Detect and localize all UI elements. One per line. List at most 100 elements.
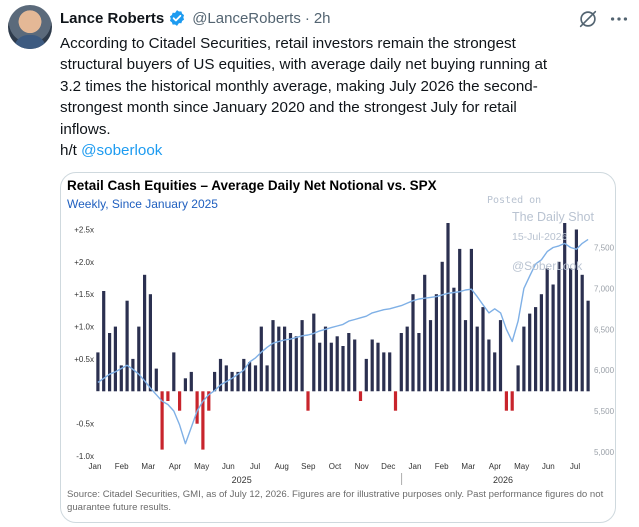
bar (405, 326, 409, 392)
bar (528, 313, 532, 392)
bar (108, 333, 112, 392)
bar (428, 320, 433, 392)
bar (557, 261, 561, 392)
bar (551, 284, 555, 392)
bar (504, 391, 508, 411)
watermark-date: 15-Jul-2026 (512, 231, 568, 243)
bar (388, 352, 392, 392)
hat-tip-line: h/t @soberlook (60, 140, 620, 161)
chart-title: Retail Cash Equities – Average Daily Net… (67, 178, 437, 193)
bar (522, 326, 526, 392)
x-axis-month-label: Mar (461, 462, 475, 471)
chart-subtitle: Weekly, Since January 2025 (67, 197, 218, 211)
bar (335, 336, 339, 392)
bar (516, 365, 520, 392)
x-axis-month-label: Jun (542, 462, 555, 471)
x-axis-month-label: Jan (89, 462, 102, 471)
bar (96, 352, 100, 392)
bar (119, 365, 123, 392)
x-axis-month-label: Nov (355, 462, 369, 471)
watermark-brand: The Daily Shot (512, 210, 594, 224)
bar (376, 342, 380, 392)
bar (137, 326, 141, 392)
y-axis-right-tick-label: 5,500 (594, 407, 615, 416)
more-icon[interactable] (608, 8, 630, 30)
bar (329, 342, 333, 392)
bar (131, 358, 135, 392)
chart-image-card[interactable]: +2.5x +2.0x +1.5x +1.0x +0.5x -0.5x -1.0x 7,500… (60, 172, 616, 523)
y-axis-left-tick-label: -1.0x (76, 452, 94, 461)
bar (580, 274, 584, 392)
x-axis-month-label: Aug (275, 462, 289, 471)
bar (341, 346, 345, 392)
bar (469, 248, 473, 392)
y-axis-right-tick-label: 6,500 (594, 325, 615, 334)
tweet-text-line: inflows. (60, 120, 111, 138)
bar (213, 371, 217, 392)
chart-svg: +2.5x +2.0x +1.5x +1.0x +0.5x -0.5x -1.0x 7,500… (74, 223, 615, 485)
bar (294, 336, 298, 392)
bar (248, 362, 252, 392)
bar (563, 223, 567, 392)
bar (253, 365, 258, 392)
x-axis-year-label: 2026 (493, 475, 513, 485)
bar (224, 365, 228, 392)
bar (411, 294, 415, 392)
bar (218, 358, 223, 392)
bar (423, 274, 427, 392)
x-axis-month-label: Jun (222, 462, 235, 471)
header-separator: · (304, 9, 310, 27)
x-axis-month-label: Jul (250, 462, 260, 471)
y-axis-left-tick-label: +0.5x (74, 355, 94, 364)
watermark-posted-on: Posted on (487, 195, 542, 206)
bar (364, 358, 368, 392)
bar (534, 307, 538, 392)
bar (539, 294, 543, 392)
bar (306, 391, 310, 411)
bar (201, 391, 205, 450)
y-axis-left-tick-label: -0.5x (76, 420, 94, 429)
bar (399, 333, 403, 392)
bar (452, 287, 456, 392)
bar (382, 352, 386, 392)
bar (236, 371, 240, 392)
bar (545, 268, 549, 392)
bar (446, 223, 450, 392)
y-axis-right-tick-label: 7,500 (594, 244, 615, 253)
tweet-header: Lance Roberts @LanceRoberts · 2h (60, 7, 331, 29)
y-axis-right-tick-label: 6,000 (594, 366, 615, 375)
bar (259, 326, 263, 392)
x-axis-month-label: Feb (435, 462, 449, 471)
x-axis-month-label: Dec (381, 462, 395, 471)
y-axis-left-tick-label: +1.0x (74, 323, 94, 332)
grok-icon[interactable] (577, 8, 599, 30)
x-axis-month-label: Apr (489, 462, 502, 471)
post-time[interactable]: 2h (313, 9, 331, 27)
bar (493, 352, 497, 392)
bar (323, 326, 328, 392)
tweet-text-line: According to Citadel Securities, retail … (60, 35, 516, 52)
bar (440, 261, 444, 392)
watermark-handle: @SoberLook (512, 259, 583, 273)
x-axis-month-label: Oct (329, 462, 342, 471)
bar (510, 391, 514, 411)
x-axis-month-label: May (514, 462, 529, 471)
bar (475, 326, 479, 392)
bar (113, 326, 117, 392)
bar (207, 391, 211, 411)
mention-link[interactable]: @soberlook (81, 142, 163, 160)
author-handle[interactable]: @LanceRoberts (192, 9, 301, 27)
y-axis-left-tick-label: +2.0x (74, 258, 94, 267)
bar (143, 274, 147, 392)
author-avatar[interactable] (8, 5, 52, 49)
author-name[interactable]: Lance Roberts (60, 9, 165, 27)
bar (487, 339, 491, 392)
bar (463, 320, 468, 392)
y-axis-right-tick-label: 7,000 (594, 284, 615, 293)
tweet-text: According to Citadel Securities, retail … (60, 33, 620, 161)
bar (271, 320, 275, 392)
bar (393, 391, 398, 411)
bar (172, 352, 176, 392)
bar (242, 358, 246, 392)
bar (458, 248, 462, 392)
